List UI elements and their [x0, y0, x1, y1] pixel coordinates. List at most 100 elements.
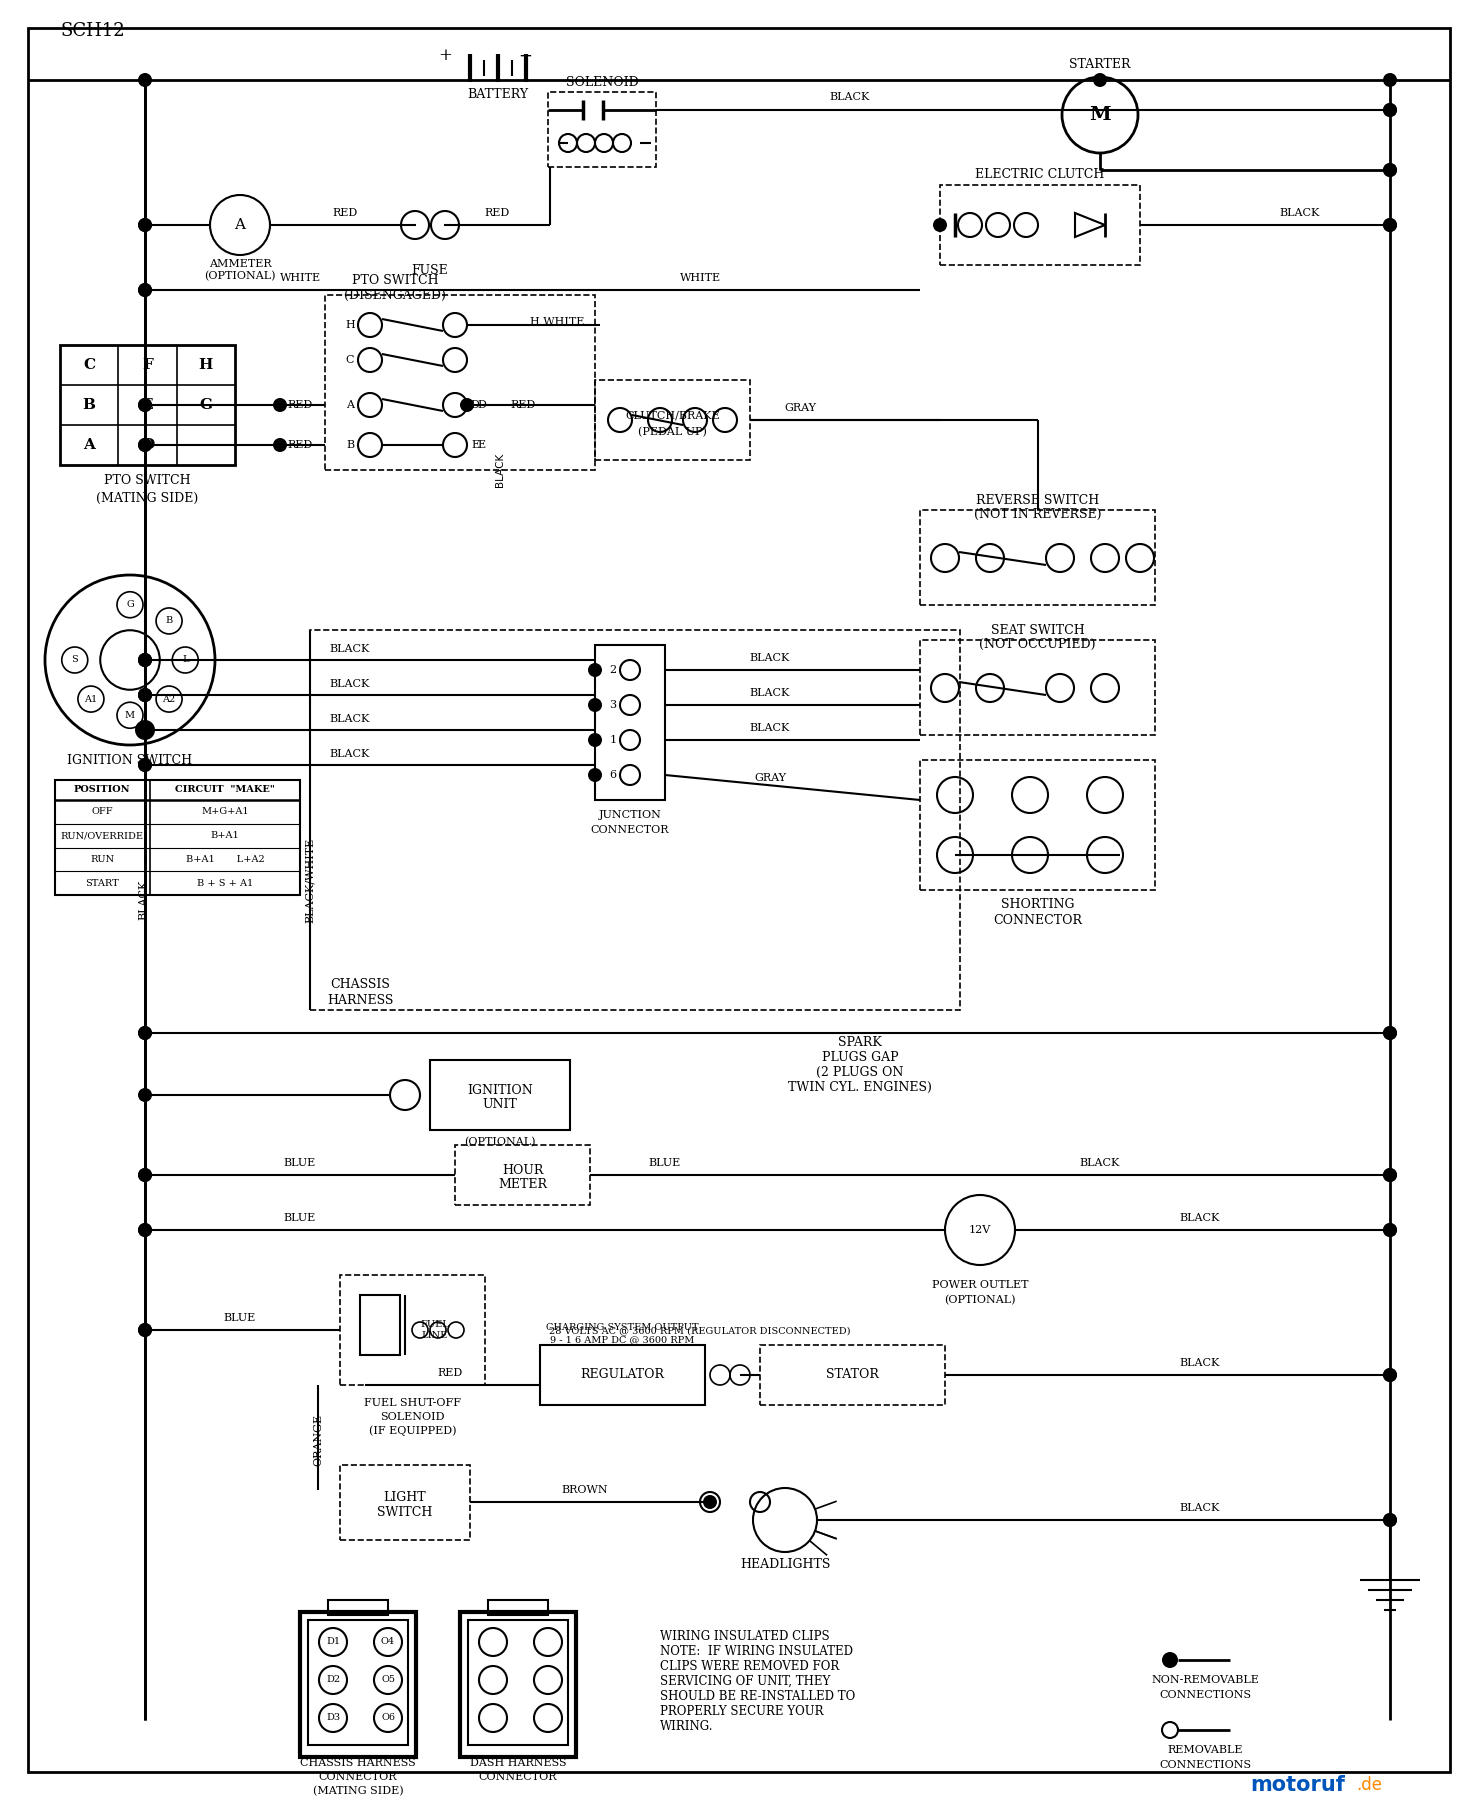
- Text: E: E: [477, 439, 485, 450]
- Text: H: H: [346, 320, 355, 329]
- Bar: [340, 1274, 485, 1384]
- Circle shape: [1383, 1368, 1397, 1382]
- Text: RED: RED: [437, 1368, 463, 1379]
- Text: CONNECTOR: CONNECTOR: [591, 824, 670, 835]
- Circle shape: [704, 1496, 717, 1508]
- Text: BLACK: BLACK: [330, 749, 370, 760]
- Text: BLACK: BLACK: [749, 653, 791, 662]
- Bar: [340, 1465, 470, 1541]
- Circle shape: [137, 283, 152, 297]
- Bar: [539, 1345, 705, 1406]
- Text: 3: 3: [609, 700, 616, 709]
- Circle shape: [137, 437, 152, 452]
- Circle shape: [137, 1222, 152, 1237]
- Circle shape: [588, 698, 602, 713]
- Text: D3: D3: [327, 1714, 340, 1723]
- Bar: [548, 92, 656, 167]
- Text: BLACK: BLACK: [829, 92, 871, 103]
- Text: SHORTING: SHORTING: [1001, 898, 1075, 911]
- Bar: [455, 1145, 590, 1204]
- Text: 1: 1: [609, 734, 616, 745]
- Text: 2: 2: [609, 664, 616, 675]
- Circle shape: [137, 688, 152, 702]
- Circle shape: [1383, 1026, 1397, 1040]
- Text: BLUE: BLUE: [649, 1157, 681, 1168]
- Circle shape: [273, 398, 287, 412]
- Circle shape: [1383, 1514, 1397, 1526]
- Circle shape: [137, 1087, 152, 1102]
- Bar: [430, 1060, 571, 1130]
- Text: D: D: [140, 437, 154, 452]
- Circle shape: [137, 218, 152, 232]
- Text: BLUE: BLUE: [284, 1213, 316, 1222]
- Circle shape: [1383, 1026, 1397, 1040]
- Text: SOLENOID: SOLENOID: [566, 76, 638, 88]
- Text: ORANGE: ORANGE: [313, 1415, 324, 1465]
- Text: IGNITION: IGNITION: [467, 1084, 534, 1096]
- Text: CIRCUIT  "MAKE": CIRCUIT "MAKE": [174, 785, 275, 794]
- Text: RED: RED: [485, 209, 510, 218]
- Circle shape: [1383, 1514, 1397, 1526]
- Circle shape: [1383, 1368, 1397, 1382]
- Text: O6: O6: [381, 1714, 395, 1723]
- Text: RUN: RUN: [90, 855, 114, 864]
- Text: BLACK: BLACK: [749, 724, 791, 733]
- Text: UNIT: UNIT: [482, 1098, 517, 1111]
- Text: A: A: [346, 400, 355, 410]
- Bar: [919, 760, 1154, 889]
- Text: motoruf: motoruf: [1250, 1775, 1345, 1795]
- Text: WIRING INSULATED CLIPS
NOTE:  IF WIRING INSULATED
CLIPS WERE REMOVED FOR
SERVICI: WIRING INSULATED CLIPS NOTE: IF WIRING I…: [661, 1631, 856, 1733]
- Circle shape: [137, 1026, 152, 1040]
- Circle shape: [137, 653, 152, 668]
- Text: RED: RED: [510, 400, 535, 410]
- Text: (NOT OCCUPIED): (NOT OCCUPIED): [980, 637, 1095, 650]
- Text: D: D: [477, 400, 486, 410]
- Text: L: L: [182, 655, 189, 664]
- Text: POSITION: POSITION: [74, 785, 130, 794]
- Text: CONNECTOR: CONNECTOR: [479, 1771, 557, 1782]
- Text: E: E: [142, 398, 154, 412]
- Text: CONNECTOR: CONNECTOR: [993, 914, 1082, 927]
- Text: E: E: [471, 439, 479, 450]
- Bar: [307, 1620, 408, 1744]
- Text: H WHITE: H WHITE: [531, 317, 584, 328]
- Circle shape: [1383, 1168, 1397, 1183]
- Text: SCH12: SCH12: [61, 22, 124, 40]
- Text: CHARGING SYSTEM OUTPUT: CHARGING SYSTEM OUTPUT: [547, 1323, 699, 1332]
- Text: 6: 6: [609, 770, 616, 779]
- Text: CONNECTIONS: CONNECTIONS: [1159, 1760, 1250, 1769]
- Text: SWITCH: SWITCH: [377, 1507, 433, 1519]
- Text: PTO SWITCH: PTO SWITCH: [352, 274, 439, 286]
- Text: DASH HARNESS: DASH HARNESS: [470, 1759, 566, 1768]
- Text: BLUE: BLUE: [223, 1312, 256, 1323]
- Text: M: M: [126, 711, 134, 720]
- Circle shape: [137, 398, 152, 412]
- Text: B+A1       L+A2: B+A1 L+A2: [186, 855, 265, 864]
- Text: BLACK: BLACK: [1080, 1157, 1120, 1168]
- Text: OFF: OFF: [92, 808, 112, 817]
- Text: D: D: [470, 400, 479, 410]
- Bar: [460, 1613, 576, 1757]
- Text: SPARK
PLUGS GAP
(2 PLUGS ON
TWIN CYL. ENGINES): SPARK PLUGS GAP (2 PLUGS ON TWIN CYL. EN…: [788, 1037, 933, 1094]
- Circle shape: [137, 1323, 152, 1337]
- Text: (PEDAL UP): (PEDAL UP): [638, 427, 706, 437]
- Circle shape: [137, 437, 152, 452]
- Circle shape: [1383, 74, 1397, 86]
- Text: FUEL SHUT-OFF: FUEL SHUT-OFF: [364, 1399, 461, 1408]
- Text: D1: D1: [327, 1638, 340, 1647]
- Circle shape: [1383, 164, 1397, 176]
- Circle shape: [1383, 1222, 1397, 1237]
- Bar: [596, 644, 665, 799]
- Bar: [919, 641, 1154, 734]
- Text: O4: O4: [381, 1638, 395, 1647]
- Text: BLACK/WHITE: BLACK/WHITE: [304, 837, 315, 923]
- Text: SOLENOID: SOLENOID: [380, 1411, 445, 1422]
- Text: ELECTRIC CLUTCH: ELECTRIC CLUTCH: [975, 169, 1104, 182]
- Circle shape: [137, 758, 152, 772]
- Text: WHITE: WHITE: [680, 274, 721, 283]
- Text: F: F: [142, 358, 152, 373]
- Circle shape: [588, 769, 602, 781]
- Text: SEAT SWITCH: SEAT SWITCH: [990, 623, 1085, 637]
- Text: PTO SWITCH: PTO SWITCH: [103, 473, 191, 486]
- Circle shape: [134, 720, 155, 740]
